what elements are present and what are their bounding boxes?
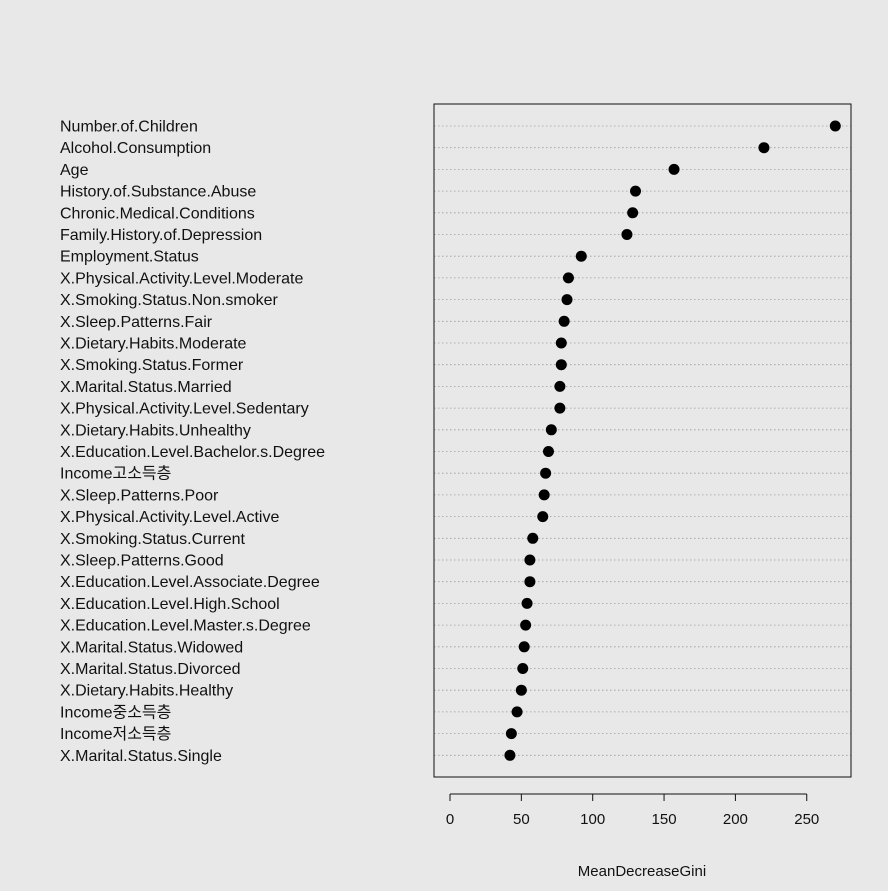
data-point [829,120,841,132]
plot-box [433,103,852,778]
category-label: X.Physical.Activity.Level.Active [60,509,279,526]
category-label: X.Dietary.Habits.Unhealthy [60,422,251,439]
data-point [505,728,517,740]
category-label: X.Education.Level.Associate.Degree [60,574,320,591]
data-point [524,576,536,588]
data-point [521,597,533,609]
data-point [511,706,523,718]
data-point [538,489,550,501]
data-point [527,532,539,544]
data-point [575,250,587,262]
data-point [555,359,567,371]
category-label: History.of.Substance.Abuse [60,184,256,201]
data-point [555,337,567,349]
data-point [554,402,566,414]
category-label: X.Dietary.Habits.Healthy [60,683,233,700]
x-tick-label: 200 [723,811,748,828]
data-point [517,663,529,674]
data-point [540,467,552,479]
category-label: X.Education.Level.Bachelor.s.Degree [60,444,325,461]
data-point [520,619,532,631]
x-tick-label: 100 [580,811,605,828]
category-label: X.Marital.Status.Divorced [60,661,241,678]
x-tick-label: 150 [652,811,677,828]
category-label: Number.of.Children [60,119,198,136]
data-point [504,749,516,761]
category-label: Chronic.Medical.Conditions [60,205,255,222]
category-label: X.Smoking.Status.Former [60,357,244,374]
category-label: X.Education.Level.Master.s.Degree [60,618,311,635]
data-point [524,554,536,566]
data-point [542,446,554,457]
data-point [630,185,642,197]
category-label: X.Dietary.Habits.Moderate [60,336,247,353]
data-point [561,294,573,306]
category-label: Family.History.of.Depression [60,227,262,244]
category-label: X.Education.Level.High.School [60,596,280,613]
data-points [504,120,841,761]
data-point [518,641,530,653]
data-point [627,207,639,219]
category-label: X.Sleep.Patterns.Fair [60,314,213,331]
category-label: Income중소득층 [60,703,171,721]
category-label: Alcohol.Consumption [60,140,211,157]
category-label: X.Smoking.Status.Current [60,531,246,548]
category-label: X.Sleep.Patterns.Poor [60,487,219,504]
x-tick-label: 0 [446,811,454,828]
x-axis: 0 50 100 150 200 250 [446,793,819,828]
category-labels: Number.of.Children Alcohol.Consumption Age… [60,119,325,765]
category-label: X.Smoking.Status.Non.smoker [60,292,279,309]
x-axis-title: MeanDecreaseGini [578,863,706,880]
category-label: Employment.Status [60,249,199,266]
data-point [537,511,549,523]
grid-lines [434,125,851,756]
data-point [562,272,574,284]
category-label: X.Marital.Status.Single [60,748,222,765]
category-label: Age [60,162,89,179]
category-label: X.Physical.Activity.Level.Moderate [60,270,303,287]
category-label: X.Sleep.Patterns.Good [60,553,224,570]
data-point [554,380,566,392]
data-point [758,142,770,154]
data-point [621,229,633,240]
x-tick-label: 50 [513,811,530,828]
category-label: Income고소득층 [60,465,171,483]
category-label: X.Marital.Status.Married [60,379,232,396]
data-point [558,315,570,327]
x-tick-label: 250 [794,811,819,828]
data-point [515,684,527,696]
category-label: Income저소득층 [60,725,171,743]
data-point [668,163,680,175]
category-label: X.Marital.Status.Widowed [60,639,243,656]
data-point [545,424,557,436]
category-label: X.Physical.Activity.Level.Sedentary [60,401,309,418]
